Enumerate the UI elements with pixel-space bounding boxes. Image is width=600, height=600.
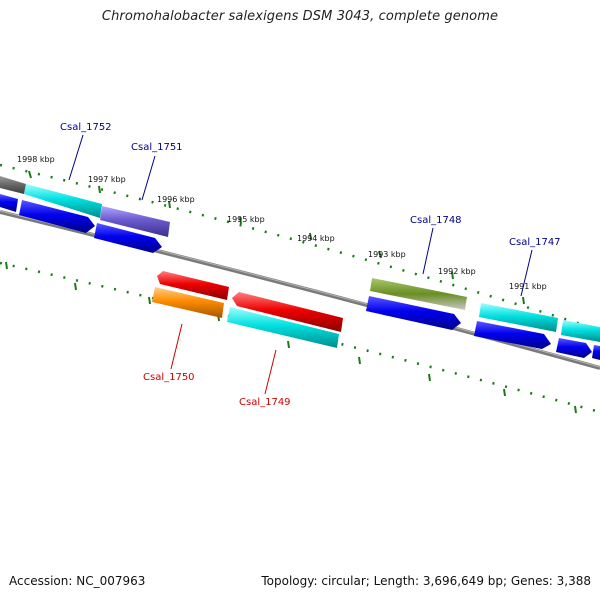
ruler-tick-label: 1992 kbp	[438, 267, 476, 276]
leader-line	[422, 227, 434, 275]
leader-line	[520, 249, 533, 297]
gene-arrow-red[interactable]	[157, 271, 229, 300]
genome-backbone	[0, 210, 600, 370]
ruler-tick	[28, 170, 32, 179]
gene-label[interactable]: Csal_1751	[131, 142, 183, 153]
gene-label[interactable]: Csal_1752	[60, 122, 112, 133]
label-leaders-reverse	[170, 323, 277, 395]
gene-label[interactable]: Csal_1750	[143, 372, 195, 383]
gene-arrow-blue[interactable]	[94, 223, 162, 253]
ruler-tick	[74, 282, 77, 291]
upper-ruler-track	[0, 163, 600, 332]
ruler-tick	[378, 250, 382, 259]
gene-csal-1752[interactable]	[24, 184, 102, 218]
ruler-tick	[309, 232, 312, 241]
gene-arrow-blue[interactable]	[474, 321, 551, 349]
ruler-tick	[5, 261, 8, 270]
genome-title: Chromohalobacter salexigens DSM 3043, co…	[101, 9, 499, 24]
ruler-tick	[148, 296, 151, 305]
ruler-tick-label: 1991 kbp	[509, 282, 547, 291]
gene-csal-1748[interactable]	[370, 278, 467, 310]
ruler-tick	[98, 185, 101, 194]
gene-arrow-blue[interactable]	[592, 345, 600, 360]
gene-label[interactable]: Csal_1747	[509, 237, 561, 248]
gene-label[interactable]: Csal_1749	[239, 397, 291, 408]
ruler-tick	[358, 356, 361, 365]
ruler-tick	[522, 296, 525, 305]
ruler-tick	[451, 271, 454, 280]
gene-block-gray[interactable]	[0, 176, 26, 194]
gene-arrow-blue[interactable]	[0, 194, 18, 212]
ruler-tick	[168, 200, 171, 209]
gene-csal-1749[interactable]	[232, 292, 343, 332]
ruler-tick-label: 1997 kbp	[88, 175, 126, 184]
lower-ruler-major-ticks	[5, 261, 577, 414]
gene-csal-1751[interactable]	[100, 206, 170, 237]
ruler-tick-label: 1996 kbp	[157, 195, 195, 204]
ruler-tick	[239, 216, 242, 225]
accession-label: Accession: NC_007963	[9, 574, 146, 588]
gene-label[interactable]: Csal_1748	[410, 215, 462, 226]
gene-arrow-blue[interactable]	[556, 338, 592, 358]
ruler-tick-label: 1998 kbp	[17, 155, 55, 164]
ruler-tick	[287, 340, 290, 349]
upper-ruler-major-ticks	[28, 170, 525, 305]
ruler-tick	[574, 405, 577, 414]
ruler-tick	[428, 373, 431, 382]
leader-line	[264, 349, 277, 395]
ruler-tick	[503, 388, 506, 397]
gene-block-cyan[interactable]	[561, 320, 600, 342]
gene-arrow-blue[interactable]	[19, 200, 95, 233]
gene-csal-1750[interactable]	[152, 287, 224, 318]
gene-csal-1747[interactable]	[479, 303, 558, 332]
label-leaders-forward	[68, 134, 533, 297]
leader-line	[141, 155, 156, 201]
ruler-tick-label: 1995 kbp	[227, 215, 265, 224]
gene-block-cyan[interactable]	[227, 307, 339, 348]
gene-arrow-blue[interactable]	[366, 296, 461, 330]
leader-line	[170, 323, 183, 370]
ruler-tick-label: 1993 kbp	[368, 250, 406, 259]
leader-line	[68, 134, 84, 181]
ruler-tick-label: 1994 kbp	[297, 234, 335, 243]
genome-summary: Topology: circular; Length: 3,696,649 bp…	[261, 574, 591, 588]
